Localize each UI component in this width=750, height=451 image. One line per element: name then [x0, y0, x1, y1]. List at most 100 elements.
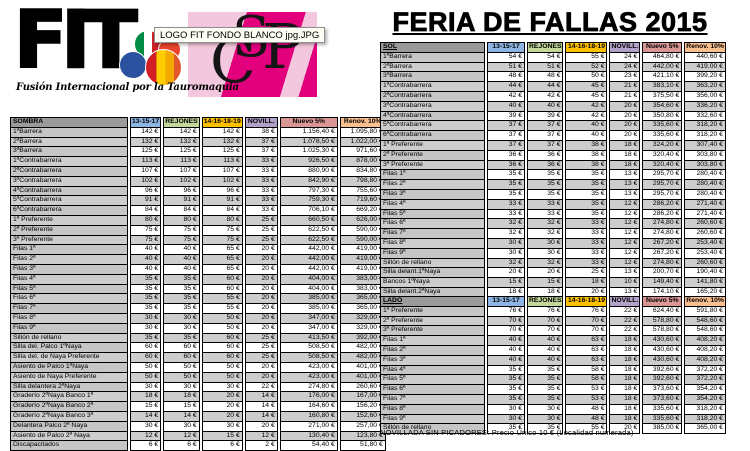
price-cell: 20 €: [244, 313, 278, 324]
row-label: 1ªBarrera: [10, 127, 128, 138]
price-cell: 18 €: [609, 385, 641, 395]
price-cell: 12 €: [609, 209, 641, 220]
table-row: Silla delantera 2ªNaya 30 €30 €30 €22 €27…: [10, 382, 386, 393]
price-cell: 18 €: [609, 414, 641, 425]
price-cell: 22 €: [244, 382, 278, 393]
price-cell: 336,20 €: [684, 101, 726, 112]
row-label: 3ª Preferente: [10, 235, 128, 246]
table-row: 2ªContrabarrera 107 €107 €107 €33 €880,90…: [10, 166, 386, 177]
price-cell: 102 €: [163, 176, 200, 187]
price-cell: 12 €: [609, 258, 641, 269]
price-cell: 58 €: [565, 365, 608, 376]
price-cell: 37 €: [487, 140, 525, 151]
price-cell: 91 €: [201, 196, 243, 207]
price-cell: 22 €: [609, 306, 641, 317]
price-cell: 20 €: [244, 255, 278, 265]
price-cell: 274,80 €: [279, 382, 338, 393]
table-row: Filas 3ª 40 €40 €65 €20 €442,00 €419,00 €: [10, 264, 386, 275]
row-label: Filas 3ª: [380, 355, 485, 366]
price-cell: 20 €: [527, 268, 564, 279]
price-cell: 70 €: [565, 316, 608, 327]
price-cell: 408,20 €: [684, 355, 726, 366]
table-row: 6ªContrabarrera 84 €84 €84 €33 €706,10 €6…: [10, 206, 386, 216]
price-cell: 20 €: [487, 268, 525, 279]
price-cell: 18 €: [609, 365, 641, 376]
table-row: Filas 3ª 40 €40 €63 €18 €430,60 €408,20 €: [380, 355, 726, 366]
price-cell: 142 €: [130, 127, 162, 138]
price-cell: 50 €: [201, 323, 243, 334]
price-cell: 37 €: [527, 131, 564, 141]
table-row: Filas 9ª 30 €30 €48 €18 €335,60 €318,20 €: [380, 414, 726, 425]
sol-price-table: SOL 13-15-17 REJONES 14-16-18-19 NOVILL. Nuev…: [378, 42, 728, 308]
price-cell: 60 €: [201, 274, 243, 285]
price-cell: 20 €: [244, 323, 278, 334]
price-cell: 842,90 €: [279, 176, 338, 187]
price-cell: 35 €: [487, 180, 525, 190]
price-cell: 2 €: [244, 441, 278, 451]
row-label: 3ªBarrera: [10, 147, 128, 158]
price-cell: 1.078,50 €: [279, 137, 338, 148]
price-cell: 260,60 €: [684, 229, 726, 239]
price-cell: 14 €: [130, 411, 162, 422]
price-cell: 35 €: [487, 375, 525, 386]
price-cell: 15 €: [527, 278, 564, 288]
price-cell: 759,30 €: [279, 196, 338, 207]
footnote: NOVILLADA SIN PICADORES: Precio Único 10…: [380, 428, 634, 437]
price-cell: 33 €: [565, 229, 608, 239]
price-cell: 464,80 €: [642, 52, 683, 63]
price-cell: 20 €: [244, 372, 278, 383]
price-cell: 440,60 €: [684, 52, 726, 63]
row-label: Graderío 2ªNaya Banco 2ª: [10, 402, 128, 412]
price-cell: 60 €: [163, 353, 200, 363]
price-cell: 578,80 €: [642, 316, 683, 327]
price-cell: 12 €: [609, 229, 641, 239]
price-cell: 18 €: [609, 345, 641, 356]
table-row: 1ª Preferente 37 €37 €38 €18 €324,20 €307…: [380, 140, 726, 151]
price-cell: 10 €: [609, 278, 641, 288]
price-cell: 253,40 €: [684, 248, 726, 259]
table-row: Graderío 2ªNaya Banco 2ª 15 €15 €20 €14 €…: [10, 402, 386, 412]
price-cell: 385,00 €: [279, 304, 338, 314]
price-cell: 1.025,30 €: [279, 147, 338, 158]
price-cell: 30 €: [163, 313, 200, 324]
price-cell: 23 €: [609, 72, 641, 83]
price-cell: 35 €: [527, 385, 564, 395]
row-label: 1ªContrabarrera: [10, 157, 128, 167]
price-cell: 55 €: [201, 304, 243, 314]
price-cell: 318,20 €: [684, 404, 726, 415]
price-cell: 50 €: [130, 362, 162, 373]
table-row: 1ª Preferente 80 €80 €80 €25 €660,50 €626…: [10, 215, 386, 226]
price-cell: 65 €: [201, 245, 243, 256]
table-row: 3ªContrabarrera 40 €40 €42 €20 €354,60 €3…: [380, 101, 726, 112]
price-cell: 123,80 €: [339, 431, 386, 442]
price-cell: 33 €: [244, 186, 278, 197]
price-cell: 318,20 €: [684, 131, 726, 141]
price-cell: 33 €: [527, 199, 564, 210]
price-cell: 54 €: [527, 52, 564, 63]
row-label: Bancos 1ªNaya: [380, 278, 485, 288]
price-cell: 408,20 €: [684, 336, 726, 346]
price-cell: 35 €: [527, 394, 564, 405]
price-cell: 50 €: [201, 372, 243, 383]
price-cell: 35 €: [130, 284, 162, 295]
row-label: Sillón de rellano: [380, 258, 485, 269]
price-cell: 13 €: [609, 180, 641, 190]
row-label: 3ª Preferente: [380, 160, 485, 171]
price-cell: 132 €: [130, 137, 162, 148]
row-label: Sillón de rellano: [10, 333, 128, 344]
row-label: 5ªContrabarrera: [380, 121, 485, 132]
price-cell: 508,50 €: [279, 353, 338, 363]
price-cell: 36 €: [487, 150, 525, 161]
price-cell: 30 €: [527, 248, 564, 259]
price-cell: 18 €: [609, 160, 641, 171]
price-cell: 35 €: [163, 304, 200, 314]
row-label: Filas 3ª: [380, 189, 485, 200]
price-cell: 413,50 €: [279, 333, 338, 344]
price-cell: 40 €: [527, 345, 564, 356]
price-cell: 35 €: [565, 199, 608, 210]
price-cell: 40 €: [565, 121, 608, 132]
price-cell: 75 €: [201, 225, 243, 236]
section-header-lado: LADO: [380, 296, 485, 307]
price-cell: 274,80 €: [642, 219, 683, 230]
price-cell: 50 €: [130, 372, 162, 383]
